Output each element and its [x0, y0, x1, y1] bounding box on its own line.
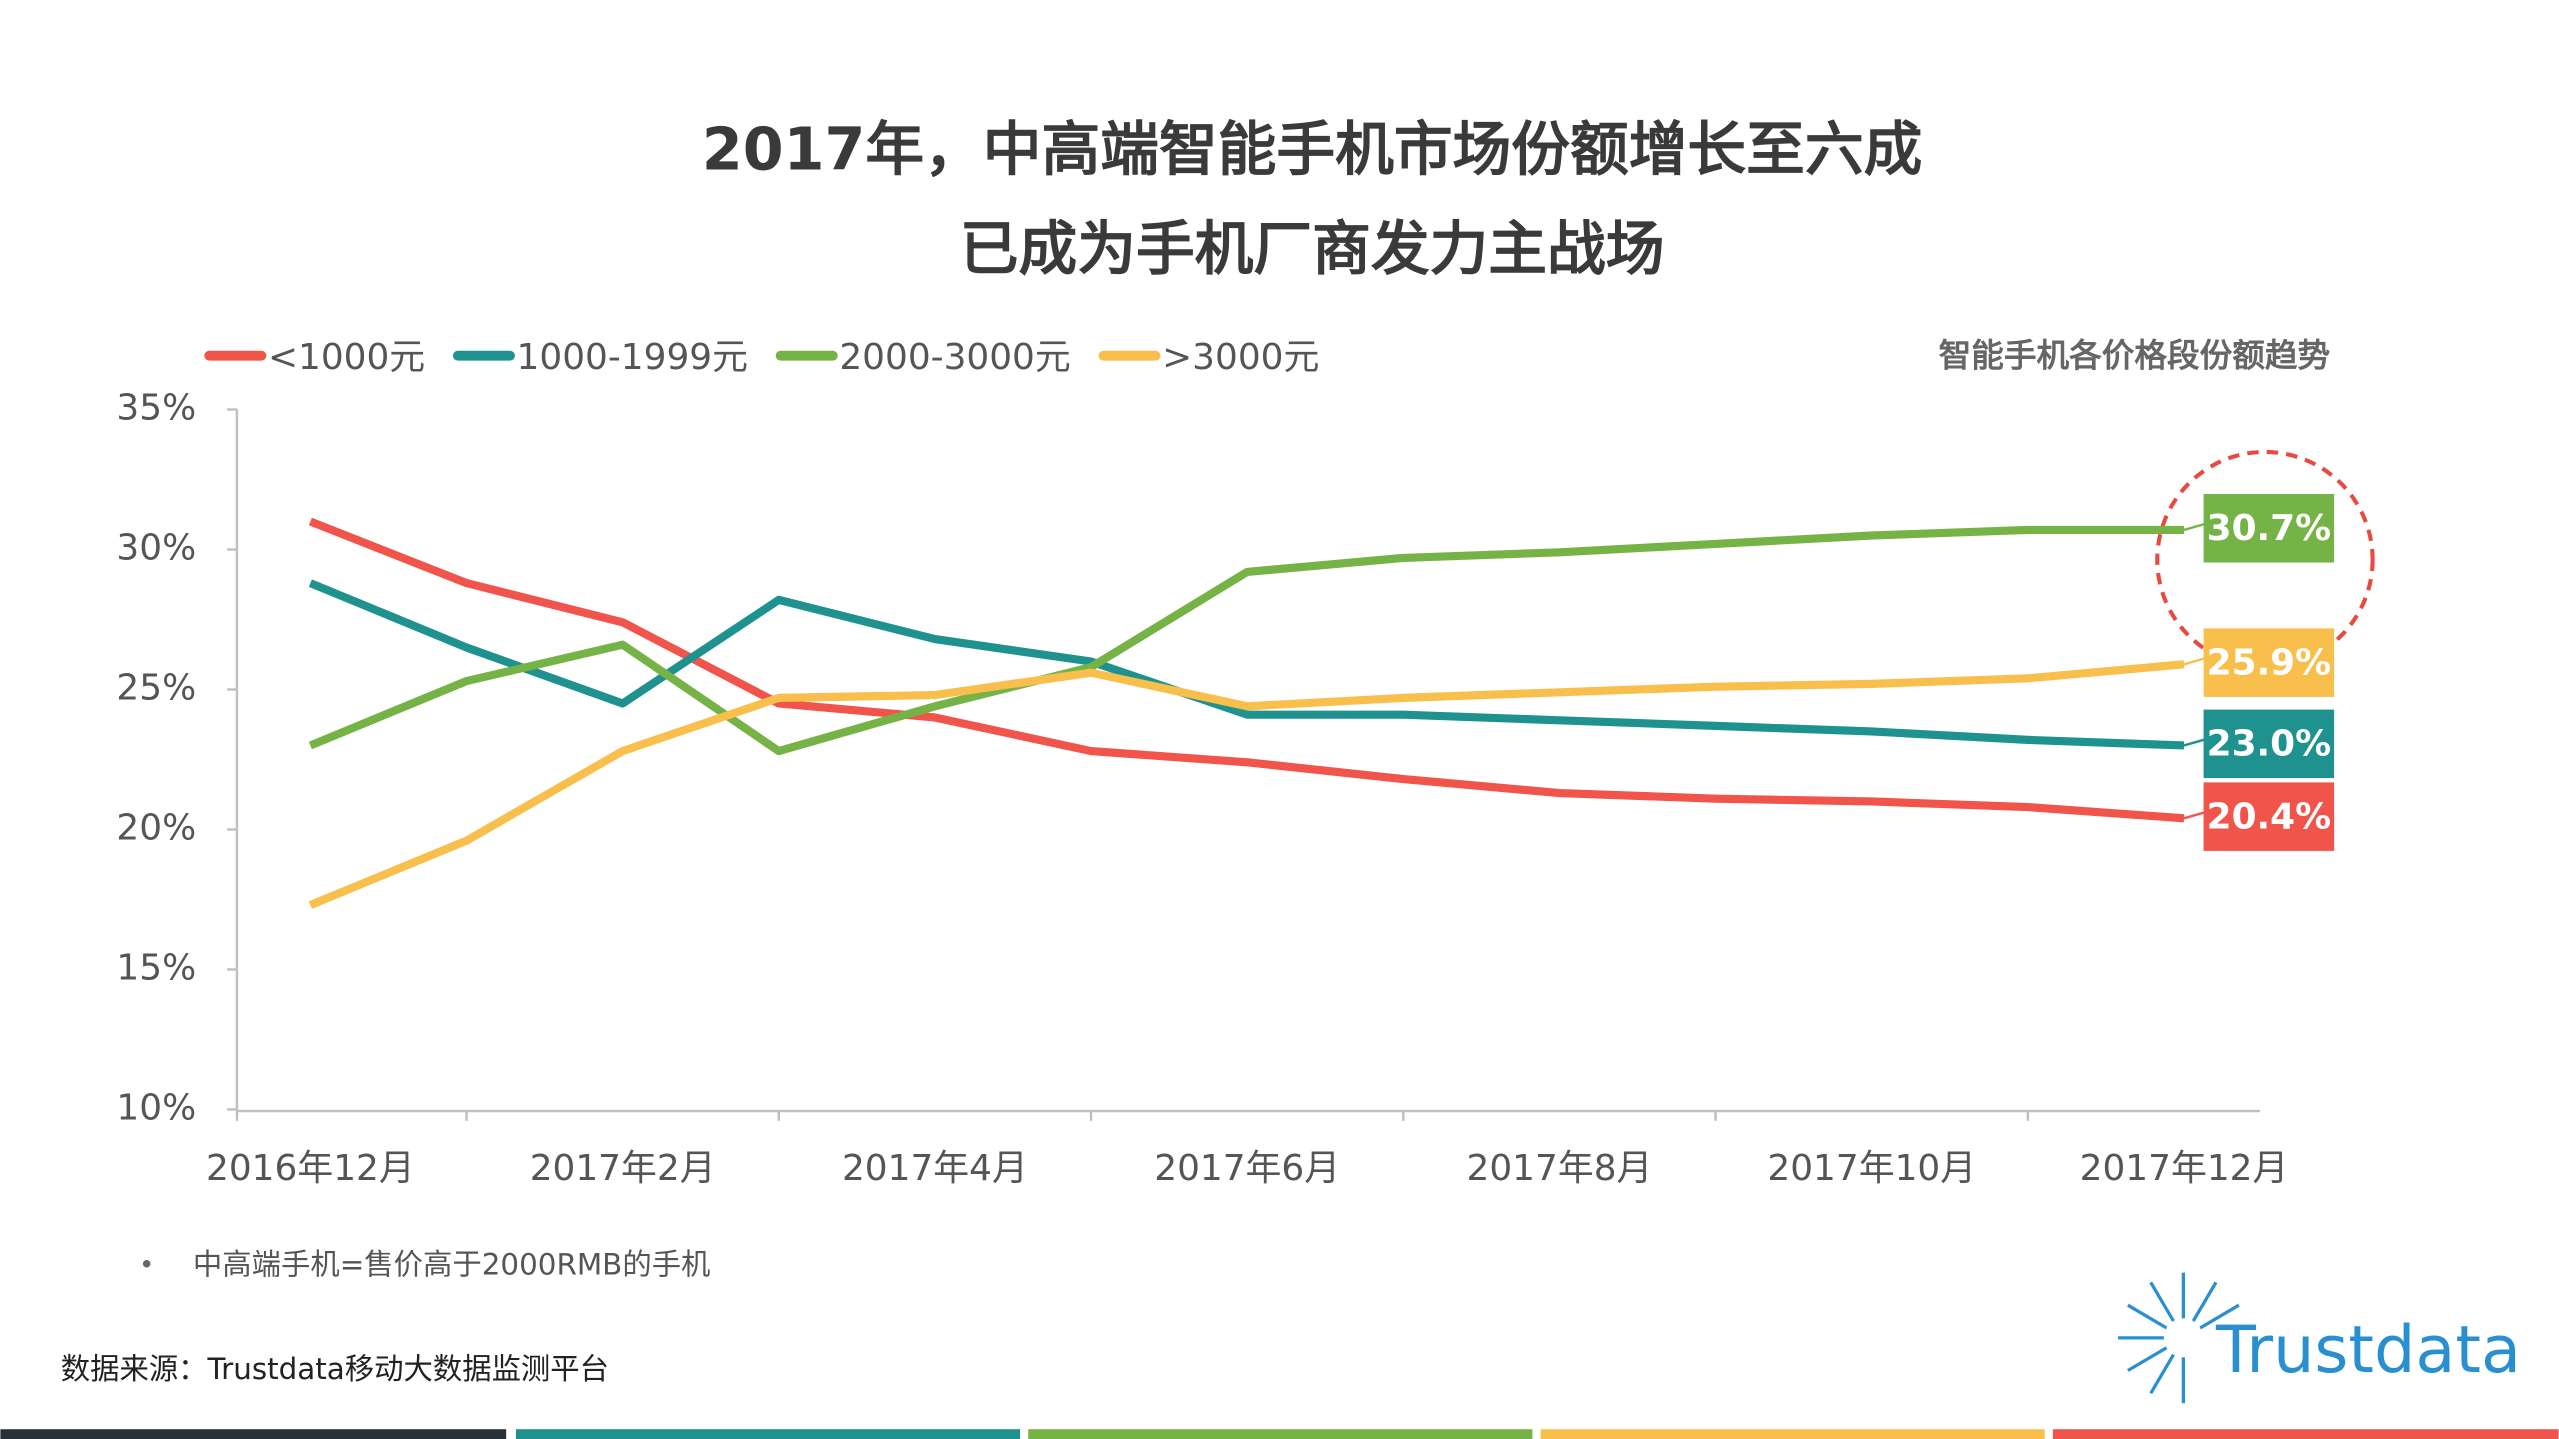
label-connector: [2183, 737, 2208, 747]
legend-label: 1000-1999元: [517, 337, 748, 378]
value-label: 23.0%: [2207, 723, 2331, 764]
y-tick-label: 35%: [116, 388, 196, 429]
footer-bar: [1028, 1429, 1533, 1439]
series-line: [308, 525, 2185, 756]
value-label: 20.4%: [2207, 796, 2331, 837]
value-label: 30.7%: [2207, 508, 2331, 549]
y-tick-label: 15%: [116, 947, 196, 988]
series-line: [308, 579, 2185, 750]
series-line: [308, 517, 2185, 823]
source: 数据来源：Trustdata移动大数据监测平台: [61, 1352, 609, 1386]
footer-bar: [515, 1429, 1021, 1439]
label-box: [2203, 494, 2335, 563]
x-tick-label: 2017年8月: [1467, 1148, 1653, 1189]
x-tick-label: 2017年6月: [1154, 1148, 1340, 1189]
legend-label: <1000元: [268, 337, 425, 378]
bullet: •: [139, 1251, 154, 1281]
y-tick-label: 25%: [116, 667, 196, 708]
x-tick-label: 2016年12月: [206, 1148, 415, 1189]
value-label: 25.9%: [2207, 642, 2331, 683]
label-box: [2203, 709, 2335, 779]
label-connector: [2183, 810, 2208, 820]
chart-caption: 智能手机各价格段份额趋势: [1939, 336, 2331, 374]
x-tick-label: 2017年12月: [2080, 1148, 2289, 1189]
label-connector: [2183, 522, 2208, 532]
footer-bar: [1540, 1429, 2045, 1439]
footer-bar: [0, 1429, 507, 1439]
logo-text: Trustdata: [2215, 1312, 2521, 1388]
x-tick-label: 2017年10月: [1767, 1148, 1976, 1189]
x-tick-label: 2017年2月: [530, 1148, 716, 1189]
legend-label: >3000元: [1162, 337, 1319, 378]
logo-icon: [2118, 1272, 2240, 1404]
y-tick-label: 10%: [116, 1087, 196, 1128]
label-box: [2203, 782, 2335, 851]
chart-title: 已成为手机厂商发力主战场: [960, 214, 1665, 283]
y-tick-label: 20%: [116, 807, 196, 848]
footer-bar: [2052, 1429, 2559, 1439]
highlight-circle: [2155, 449, 2375, 670]
series-line: [308, 660, 2185, 909]
x-tick-label: 2017年4月: [842, 1148, 1028, 1189]
note: 中高端手机=售价高于2000RMB的手机: [193, 1248, 711, 1282]
legend-label: 2000-3000元: [839, 337, 1070, 378]
y-tick-label: 30%: [116, 527, 196, 568]
chart-title: 2017年，中高端智能手机市场份额增长至六成: [702, 114, 1922, 183]
label-box: [2203, 628, 2335, 697]
label-connector: [2183, 656, 2208, 666]
